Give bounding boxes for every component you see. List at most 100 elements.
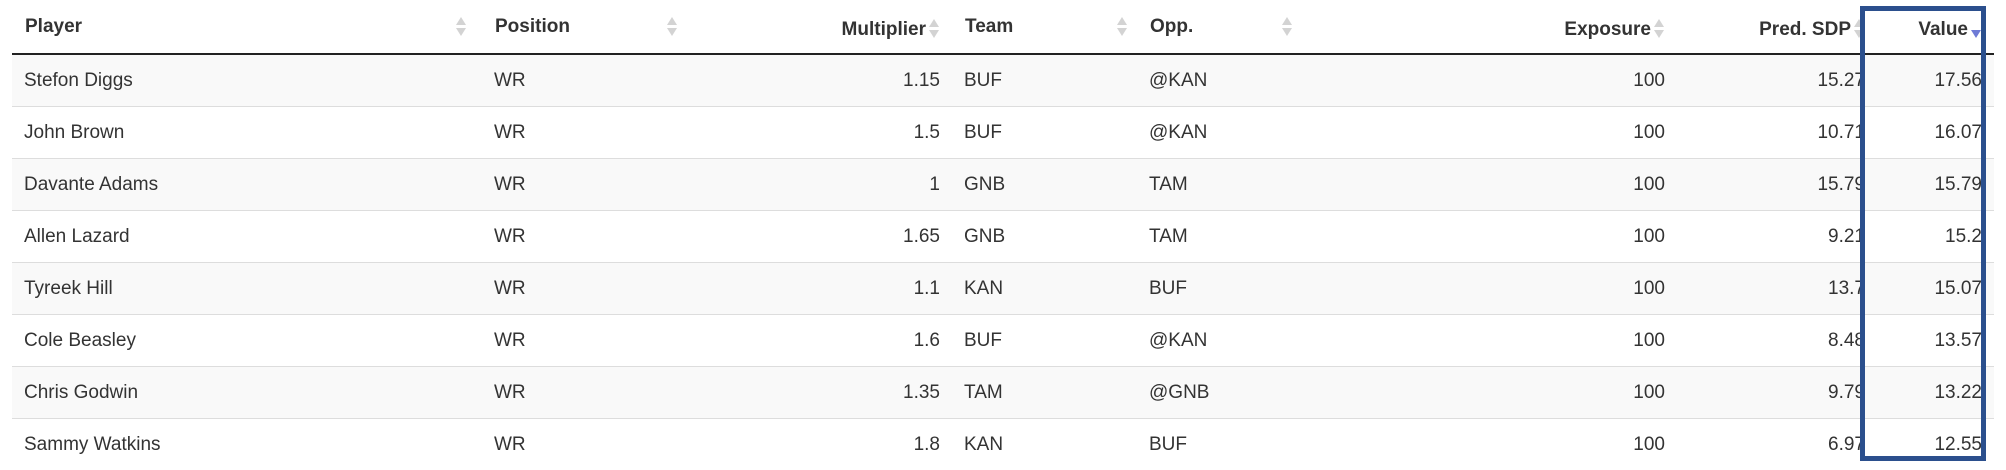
cell-multiplier: 1.5 xyxy=(702,106,952,159)
cell-player: Chris Godwin xyxy=(12,366,482,419)
table-row: Cole Beasley WR 1.6 BUF @KAN 100 8.48 13.57 xyxy=(12,314,1994,367)
cell-position: WR xyxy=(482,158,702,211)
cell-exposure: 100 xyxy=(1297,210,1677,263)
cell-player: Davante Adams xyxy=(12,158,482,211)
cell-player: Cole Beasley xyxy=(12,314,482,367)
cell-pred-sdp: 10.71 xyxy=(1677,106,1877,159)
column-header-label: Team xyxy=(965,15,1014,37)
cell-value: 15.79 xyxy=(1877,158,1994,211)
cell-multiplier: 1.8 xyxy=(702,418,952,470)
cell-pred-sdp: 15.79 xyxy=(1677,158,1877,211)
column-header-label: Opp. xyxy=(1150,15,1194,37)
cell-player: Tyreek Hill xyxy=(12,262,482,315)
column-header-label: Player xyxy=(25,15,83,37)
cell-exposure: 100 xyxy=(1297,158,1677,211)
column-header-label: Multiplier xyxy=(841,18,926,40)
column-header-label: Exposure xyxy=(1564,18,1651,40)
cell-team: BUF xyxy=(952,314,1137,367)
sort-both-icon[interactable] xyxy=(1854,18,1864,40)
column-header-position[interactable]: Position xyxy=(482,0,702,55)
cell-position: WR xyxy=(482,262,702,315)
cell-team: BUF xyxy=(952,54,1137,107)
table-row: Stefon Diggs WR 1.15 BUF @KAN 100 15.27 17.56 xyxy=(12,54,1994,107)
column-header-exposure[interactable]: Exposure xyxy=(1297,0,1677,55)
cell-multiplier: 1.1 xyxy=(702,262,952,315)
cell-value: 13.22 xyxy=(1877,366,1994,419)
column-header-team[interactable]: Team xyxy=(952,0,1137,55)
cell-position: WR xyxy=(482,210,702,263)
column-header-pred-sdp[interactable]: Pred. SDP xyxy=(1677,0,1877,55)
cell-exposure: 100 xyxy=(1297,54,1677,107)
sort-both-icon[interactable] xyxy=(456,16,466,38)
cell-player: Sammy Watkins xyxy=(12,418,482,470)
table-row: Allen Lazard WR 1.65 GNB TAM 100 9.21 15.2 xyxy=(12,210,1994,263)
cell-multiplier: 1.15 xyxy=(702,54,952,107)
table-row: Tyreek Hill WR 1.1 KAN BUF 100 13.7 15.07 xyxy=(12,262,1994,315)
cell-opp: BUF xyxy=(1137,262,1297,315)
sort-desc-icon[interactable] xyxy=(1971,18,1981,40)
cell-multiplier: 1.35 xyxy=(702,366,952,419)
cell-position: WR xyxy=(482,314,702,367)
sort-both-icon[interactable] xyxy=(929,18,939,40)
cell-multiplier: 1.6 xyxy=(702,314,952,367)
players-table: Player Position Multiplier Team Opp. xyxy=(12,0,1994,470)
sort-both-icon[interactable] xyxy=(1117,16,1127,38)
cell-pred-sdp: 13.7 xyxy=(1677,262,1877,315)
sort-both-icon[interactable] xyxy=(667,16,677,38)
cell-position: WR xyxy=(482,366,702,419)
cell-pred-sdp: 15.27 xyxy=(1677,54,1877,107)
column-header-label: Position xyxy=(495,15,570,37)
table-body: Stefon Diggs WR 1.15 BUF @KAN 100 15.27 17.56 Jo… xyxy=(12,54,1994,470)
cell-value: 15.2 xyxy=(1877,210,1994,263)
table-row: Sammy Watkins WR 1.8 KAN BUF 100 6.97 12.55 xyxy=(12,418,1994,470)
cell-exposure: 100 xyxy=(1297,106,1677,159)
cell-multiplier: 1 xyxy=(702,158,952,211)
sort-both-icon[interactable] xyxy=(1654,18,1664,40)
cell-exposure: 100 xyxy=(1297,418,1677,470)
cell-opp: @KAN xyxy=(1137,54,1297,107)
table-header-row: Player Position Multiplier Team Opp. xyxy=(12,0,1994,55)
column-header-value[interactable]: Value xyxy=(1877,0,1994,55)
cell-team: GNB xyxy=(952,210,1137,263)
cell-team: TAM xyxy=(952,366,1137,419)
cell-exposure: 100 xyxy=(1297,366,1677,419)
cell-opp: @KAN xyxy=(1137,314,1297,367)
cell-team: KAN xyxy=(952,262,1137,315)
cell-opp: @GNB xyxy=(1137,366,1297,419)
cell-position: WR xyxy=(482,54,702,107)
cell-exposure: 100 xyxy=(1297,314,1677,367)
cell-pred-sdp: 8.48 xyxy=(1677,314,1877,367)
column-header-label: Value xyxy=(1918,18,1968,40)
cell-opp: TAM xyxy=(1137,210,1297,263)
cell-opp: BUF xyxy=(1137,418,1297,470)
cell-player: Stefon Diggs xyxy=(12,54,482,107)
cell-pred-sdp: 6.97 xyxy=(1677,418,1877,470)
cell-team: BUF xyxy=(952,106,1137,159)
cell-multiplier: 1.65 xyxy=(702,210,952,263)
cell-pred-sdp: 9.79 xyxy=(1677,366,1877,419)
cell-position: WR xyxy=(482,106,702,159)
cell-player: John Brown xyxy=(12,106,482,159)
table-row: Davante Adams WR 1 GNB TAM 100 15.79 15.79 xyxy=(12,158,1994,211)
cell-team: GNB xyxy=(952,158,1137,211)
cell-value: 12.55 xyxy=(1877,418,1994,470)
column-header-opp[interactable]: Opp. xyxy=(1137,0,1297,55)
cell-value: 15.07 xyxy=(1877,262,1994,315)
cell-opp: @KAN xyxy=(1137,106,1297,159)
cell-opp: TAM xyxy=(1137,158,1297,211)
sort-both-icon[interactable] xyxy=(1282,16,1292,38)
column-header-multiplier[interactable]: Multiplier xyxy=(702,0,952,55)
cell-exposure: 100 xyxy=(1297,262,1677,315)
cell-player: Allen Lazard xyxy=(12,210,482,263)
cell-team: KAN xyxy=(952,418,1137,470)
column-header-label: Pred. SDP xyxy=(1759,18,1851,40)
table-row: John Brown WR 1.5 BUF @KAN 100 10.71 16.07 xyxy=(12,106,1994,159)
cell-pred-sdp: 9.21 xyxy=(1677,210,1877,263)
cell-value: 17.56 xyxy=(1877,54,1994,107)
cell-value: 13.57 xyxy=(1877,314,1994,367)
table-row: Chris Godwin WR 1.35 TAM @GNB 100 9.79 13.22 xyxy=(12,366,1994,419)
column-header-player[interactable]: Player xyxy=(12,0,482,55)
cell-position: WR xyxy=(482,418,702,470)
cell-value: 16.07 xyxy=(1877,106,1994,159)
